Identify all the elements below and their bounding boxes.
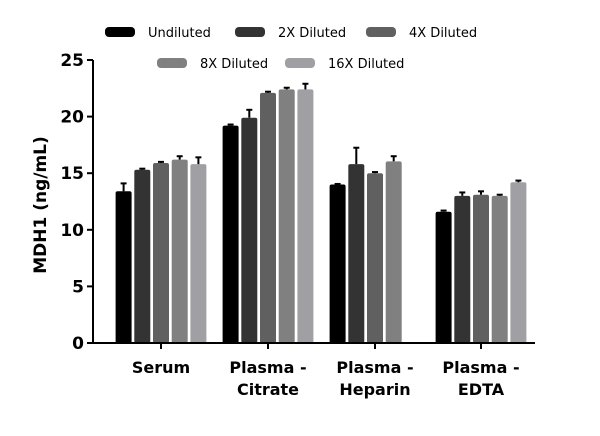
legend-swatch bbox=[105, 27, 135, 37]
bar bbox=[134, 169, 151, 343]
y-tick-label: 10 bbox=[60, 221, 84, 241]
bar bbox=[171, 159, 188, 343]
legend-swatch bbox=[235, 27, 265, 37]
x-tick-label: Citrate bbox=[237, 380, 299, 399]
legend-label: 8X Diluted bbox=[200, 57, 268, 72]
bar bbox=[491, 195, 508, 343]
bar bbox=[348, 164, 365, 343]
bar bbox=[153, 163, 169, 343]
x-axis: Serum Plasma - Citrate Plasma - Heparin Plasm… bbox=[92, 342, 535, 399]
bar bbox=[241, 117, 258, 344]
y-tick-label: 25 bbox=[60, 51, 84, 71]
x-tick-label: Serum bbox=[132, 358, 190, 377]
y-axis: 0 5 10 15 20 25 bbox=[60, 51, 94, 354]
x-tick-label: EDTA bbox=[458, 380, 505, 399]
bar bbox=[454, 195, 471, 343]
bar bbox=[473, 194, 489, 343]
bar bbox=[510, 182, 527, 343]
bar bbox=[222, 125, 239, 343]
bar bbox=[190, 164, 207, 343]
bars bbox=[115, 82, 527, 344]
y-tick-label: 20 bbox=[60, 108, 84, 128]
bar bbox=[367, 173, 383, 343]
bar bbox=[297, 89, 314, 343]
y-axis-label: MDH1 (ng/mL) bbox=[31, 136, 51, 274]
bar bbox=[115, 191, 132, 343]
bar bbox=[260, 92, 276, 343]
y-tick-label: 0 bbox=[72, 334, 84, 354]
bar bbox=[435, 211, 452, 343]
y-tick-label: 5 bbox=[72, 277, 84, 297]
bar bbox=[385, 161, 402, 343]
legend-label: 2X Diluted bbox=[278, 26, 346, 41]
legend: Undiluted 2X Diluted 4X Diluted 8X Diluted 1… bbox=[105, 26, 477, 72]
legend-swatch bbox=[157, 58, 187, 68]
legend-label: 16X Diluted bbox=[328, 57, 404, 72]
legend-swatch bbox=[366, 27, 396, 37]
x-tick-label: Plasma - bbox=[442, 358, 519, 377]
legend-swatch bbox=[285, 58, 315, 68]
x-tick-label: Plasma - bbox=[336, 358, 413, 377]
x-tick-label: Plasma - bbox=[229, 358, 306, 377]
y-tick-label: 15 bbox=[60, 164, 84, 184]
x-tick-label: Heparin bbox=[339, 380, 410, 399]
legend-label: 4X Diluted bbox=[409, 26, 477, 41]
legend-label: Undiluted bbox=[148, 26, 211, 41]
bar bbox=[278, 89, 295, 343]
bar bbox=[329, 184, 346, 343]
